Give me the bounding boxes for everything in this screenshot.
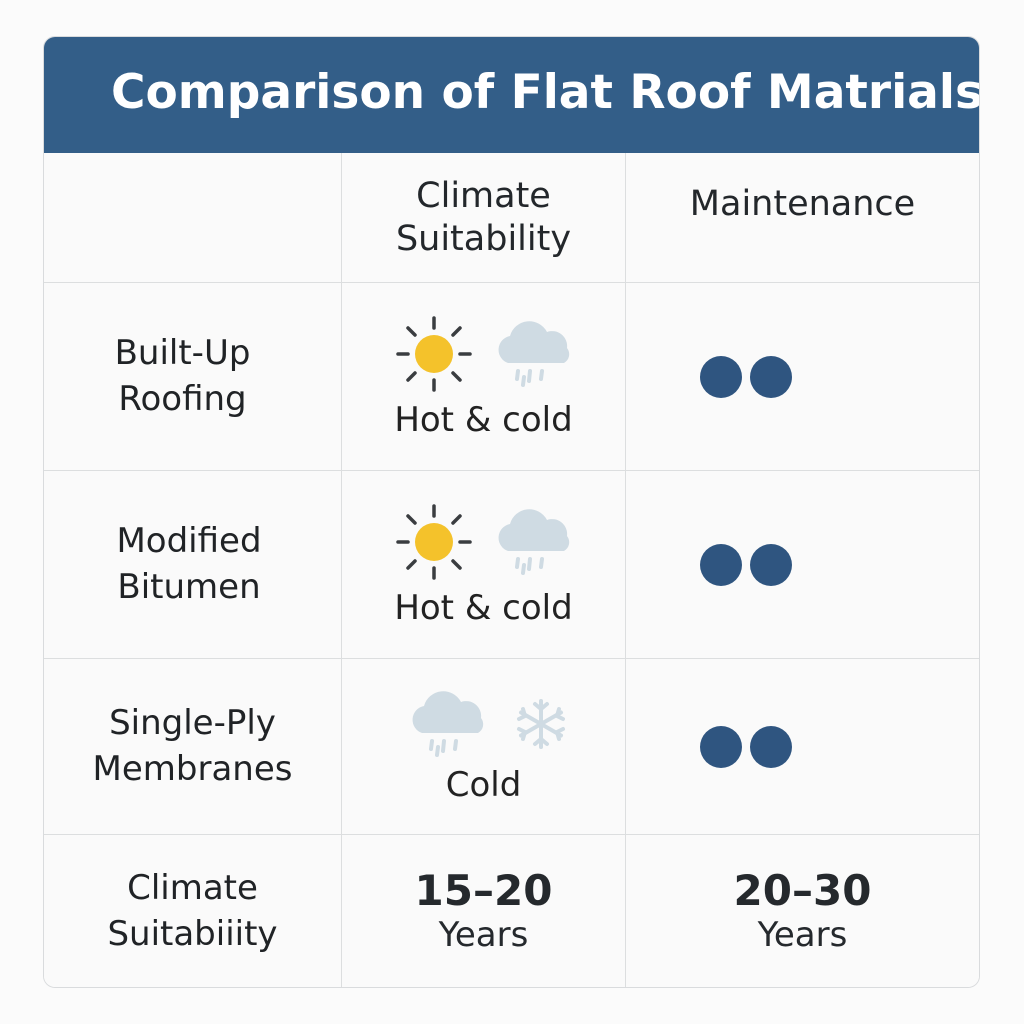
footer-years-col2: 15–20 Years [342,835,626,987]
rating-dot [750,543,792,586]
rain-cloud-icon [498,508,569,575]
sun-icon [395,503,472,580]
footer-label-line2: Suitabiiity [107,914,278,954]
climate-text: Cold [445,764,522,805]
title-bar: Comparison of Flat Roof Matrials [44,37,979,153]
rating-dot [700,355,742,398]
years-unit: Years [757,914,848,955]
row-label-built-up-roofing: Built-Up Roofing [44,283,342,471]
row-label-line1: Built-Up [114,332,251,373]
comparison-card: Comparison of Flat Roof Matrials Climate… [43,36,980,988]
header-climate-line2: Suitability [395,218,572,259]
sun-icon [395,315,472,392]
row-label-line1: Single-Ply [109,702,276,743]
climate-cell-built-up-roofing: Hot & cold [342,283,626,471]
footer-label-climate-suitability: Climate Suitabiiity [44,835,342,987]
rain-cloud-icon [498,320,569,387]
climate-text: Hot & cold [394,399,573,440]
climate-cell-modified-bitumen: Hot & cold [342,471,626,659]
row-label-single-ply-membranes: Single-Ply Membranes [44,659,342,835]
maintenance-rating [700,725,792,768]
rating-dot [750,355,792,398]
row-label-line2: Bitumen [117,566,261,607]
snowflake-icon [516,698,565,749]
maintenance-cell-modified-bitumen [626,471,979,659]
row-label-line1: Modified [116,520,262,561]
rating-dot [700,543,742,586]
years-value: 20–30 [733,865,872,915]
comparison-table: Climate Suitability Maintenance Built-Up… [44,153,979,987]
climate-icons [394,314,574,394]
climate-cell-single-ply-membranes: Cold [342,659,626,835]
climate-icons [401,689,567,759]
years-unit: Years [438,914,529,955]
maintenance-cell-single-ply-membranes [626,659,979,835]
rain-cloud-icon [412,690,483,757]
header-climate-line1: Climate [416,175,551,216]
row-label-line2: Membranes [92,748,293,789]
footer-years-col3: 20–30 Years [626,835,979,987]
header-climate-suitability: Climate Suitability [342,153,626,283]
row-label-line2: Roofing [118,378,247,419]
maintenance-rating [700,355,792,398]
header-maintenance-label: Maintenance [689,184,916,225]
footer-label-line1: Climate [127,868,258,909]
page-title: Comparison of Flat Roof Matrials [111,65,980,120]
header-maintenance: Maintenance [626,153,979,283]
rating-dot [700,725,742,768]
row-label-modified-bitumen: Modified Bitumen [44,471,342,659]
climate-text: Hot & cold [394,587,573,628]
climate-icons [394,502,574,582]
years-value: 15–20 [414,865,553,915]
maintenance-rating [700,543,792,586]
rating-dot [750,725,792,768]
maintenance-cell-built-up-roofing [626,283,979,471]
header-blank-cell [44,153,342,283]
